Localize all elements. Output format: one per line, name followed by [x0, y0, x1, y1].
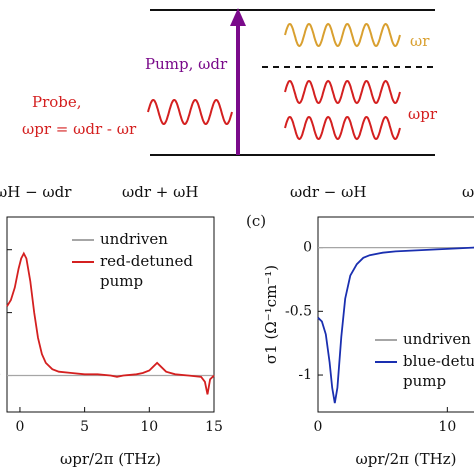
x-tick-label: 10	[140, 419, 158, 435]
annotation: ωH − ωdr	[0, 183, 72, 201]
legend-label: red-detuned pump	[100, 252, 193, 290]
annotation: ωdr + ωH	[462, 183, 474, 201]
wave	[147, 99, 233, 125]
x-tick-label: 15	[205, 419, 223, 435]
wave-label: ωpr	[408, 105, 438, 123]
series-line	[6, 251, 215, 395]
wave	[284, 22, 401, 48]
y-tick-label: 0	[0, 368, 1, 384]
annotation: ωdr + ωH	[122, 183, 198, 201]
series-line	[317, 246, 474, 404]
x-axis-label: ωpr/2π (THz)	[60, 450, 161, 468]
y-tick-label: 0.5	[0, 305, 1, 321]
y-tick-label: -0.5	[285, 303, 312, 319]
y-axis-label: σ1 (Ω⁻¹cm⁻¹)	[262, 265, 280, 364]
panel-label: (c)	[246, 212, 266, 230]
pump-label: Pump, ωdr	[145, 55, 228, 73]
y-tick-label: -1	[298, 367, 312, 383]
wave-label: ωr	[410, 32, 430, 50]
probe-label: Probe,	[32, 93, 82, 111]
annotation: ωdr − ωH	[290, 183, 366, 201]
plot-frame	[6, 216, 215, 413]
wave	[284, 79, 401, 105]
wave	[284, 115, 401, 141]
x-tick-label: 10	[438, 419, 456, 435]
x-tick-label: 0	[314, 419, 323, 435]
x-axis-label: ωpr/2π (THz)	[356, 450, 457, 468]
plot-frame	[317, 216, 474, 413]
legend-label: undriven	[100, 230, 168, 248]
y-tick-label: 0	[303, 240, 312, 256]
y-tick-label: 1	[0, 242, 1, 258]
x-tick-label: 0	[15, 419, 24, 435]
probe-relation: ωpr = ωdr - ωr	[22, 120, 137, 138]
legend-label: undriven	[403, 330, 471, 348]
x-tick-label: 5	[80, 419, 89, 435]
pump-arrowhead	[230, 8, 246, 26]
